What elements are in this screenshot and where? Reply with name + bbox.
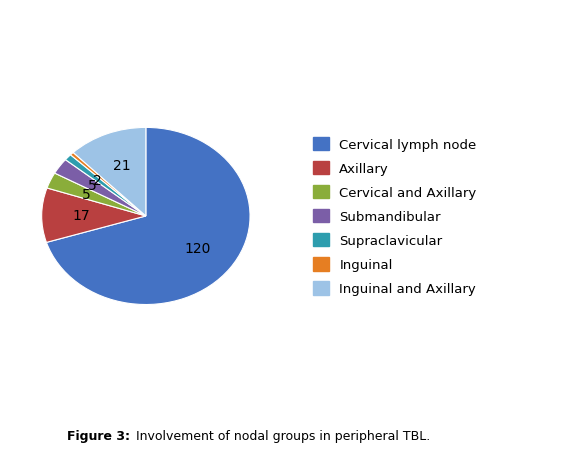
Wedge shape <box>66 156 146 216</box>
Text: 5: 5 <box>82 188 91 202</box>
Text: 5: 5 <box>88 179 97 193</box>
Text: Figure 3:: Figure 3: <box>67 429 130 442</box>
Legend: Cervical lymph node, Axillary, Cervical and Axillary, Submandibular, Supraclavic: Cervical lymph node, Axillary, Cervical … <box>313 137 476 296</box>
Wedge shape <box>42 189 146 243</box>
Wedge shape <box>54 160 146 216</box>
Text: 120: 120 <box>185 242 211 256</box>
Wedge shape <box>47 174 146 216</box>
Text: 21: 21 <box>113 159 130 173</box>
Text: 17: 17 <box>72 209 90 223</box>
Wedge shape <box>47 128 250 305</box>
Text: Involvement of nodal groups in peripheral TBL.: Involvement of nodal groups in periphera… <box>132 429 430 442</box>
Wedge shape <box>73 128 146 216</box>
Text: 2: 2 <box>93 173 102 187</box>
Wedge shape <box>71 153 146 216</box>
